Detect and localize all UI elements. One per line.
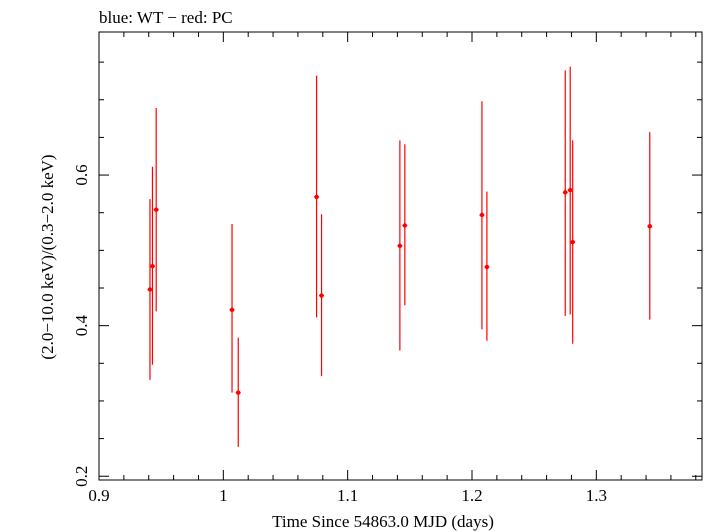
- data-point: [397, 243, 403, 249]
- x-tick-label: 1.1: [337, 486, 358, 505]
- y-axis-label: (2.0−10.0 keV)/(0.3−2.0 keV): [38, 154, 57, 359]
- axis-ticks: 0.9 1 1.1 1.2 1.3 0.2 0.4 0.6: [72, 32, 702, 505]
- chart-title: blue: WT − red: PC: [99, 8, 233, 27]
- data-point: [479, 212, 485, 218]
- data-point: [647, 224, 652, 229]
- data-point: [568, 187, 573, 193]
- y-tick-label: 0.2: [72, 466, 91, 487]
- data-point: [314, 194, 319, 200]
- y-tick-label: 0.4: [72, 315, 91, 337]
- y-tick-label: 0.6: [72, 164, 91, 185]
- x-axis-label: Time Since 54863.0 MJD (days): [272, 512, 494, 531]
- data-point: [153, 207, 159, 212]
- data-point: [484, 264, 490, 270]
- x-tick-label: 1: [219, 486, 228, 505]
- data-point: [147, 287, 153, 292]
- plot-frame: [98, 31, 703, 481]
- x-tick-label: 0.9: [88, 486, 109, 505]
- x-tick-label: 1.3: [586, 486, 607, 505]
- data-point: [150, 263, 155, 269]
- data-point: [563, 190, 568, 195]
- data-marks: [147, 66, 653, 447]
- data-point: [570, 239, 575, 245]
- x-tick-label: 1.2: [461, 486, 482, 505]
- data-point: [319, 293, 324, 298]
- data-point: [402, 223, 408, 228]
- data-point: [229, 307, 235, 313]
- data-point: [236, 390, 241, 395]
